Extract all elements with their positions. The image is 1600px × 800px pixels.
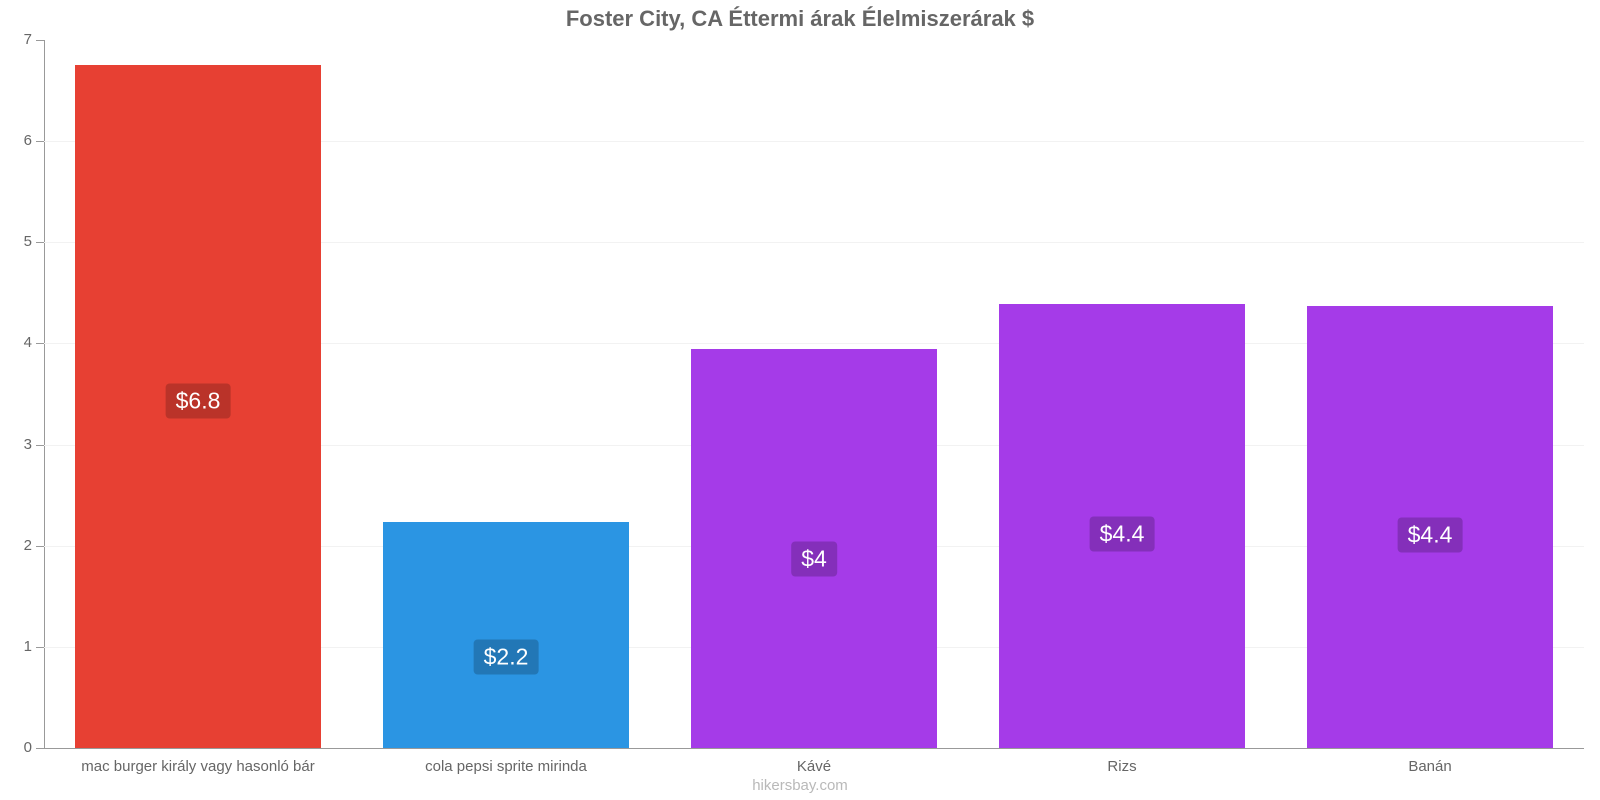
y-tick-label: 2 bbox=[10, 537, 32, 554]
x-tick-label: mac burger király vagy hasonló bár bbox=[81, 758, 314, 775]
y-tick-mark bbox=[36, 546, 44, 547]
x-tick-label: Rizs bbox=[1107, 758, 1136, 775]
bar-value-label: $2.2 bbox=[474, 639, 539, 674]
bar-value-label: $6.8 bbox=[166, 383, 231, 418]
x-axis bbox=[44, 748, 1584, 749]
bar-value-label: $4 bbox=[791, 542, 837, 577]
chart-footer: hikersbay.com bbox=[0, 777, 1600, 794]
y-tick-label: 3 bbox=[10, 436, 32, 453]
price-bar-chart: Foster City, CA Éttermi árak Élelmiszerá… bbox=[0, 0, 1600, 800]
y-tick-mark bbox=[36, 445, 44, 446]
y-tick-label: 4 bbox=[10, 334, 32, 351]
bar bbox=[383, 522, 629, 748]
y-tick-mark bbox=[36, 343, 44, 344]
chart-title: Foster City, CA Éttermi árak Élelmiszerá… bbox=[0, 0, 1600, 32]
y-axis bbox=[44, 40, 45, 748]
bar-value-label: $4.4 bbox=[1090, 517, 1155, 552]
x-tick-label: Banán bbox=[1408, 758, 1451, 775]
y-tick-label: 7 bbox=[10, 31, 32, 48]
x-tick-label: cola pepsi sprite mirinda bbox=[425, 758, 587, 775]
y-tick-mark bbox=[36, 647, 44, 648]
y-tick-mark bbox=[36, 748, 44, 749]
y-tick-label: 1 bbox=[10, 638, 32, 655]
x-tick-label: Kávé bbox=[797, 758, 831, 775]
y-tick-mark bbox=[36, 141, 44, 142]
y-tick-label: 5 bbox=[10, 233, 32, 250]
y-tick-mark bbox=[36, 242, 44, 243]
plot-area: 01234567$6.8mac burger király vagy hason… bbox=[44, 40, 1584, 748]
y-tick-label: 6 bbox=[10, 132, 32, 149]
bar-value-label: $4.4 bbox=[1398, 518, 1463, 553]
y-tick-label: 0 bbox=[10, 739, 32, 756]
y-tick-mark bbox=[36, 40, 44, 41]
